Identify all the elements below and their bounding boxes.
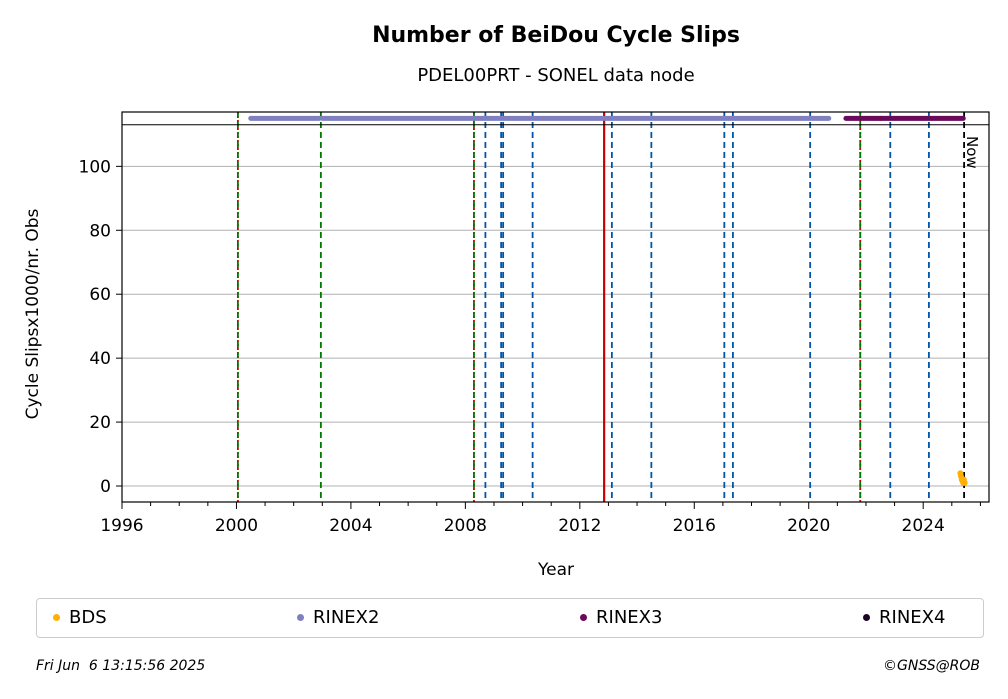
y-tick-label: 40 [89, 349, 111, 369]
chart: Number of BeiDou Cycle Slips PDEL00PRT -… [23, 23, 990, 580]
legend-label: RINEX4 [879, 607, 946, 628]
y-tick-label: 80 [89, 221, 111, 241]
now-label: Now [963, 136, 981, 169]
legend: BDS RINEX2 RINEX3 RINEX4 [36, 598, 984, 638]
y-tick-label: 60 [89, 285, 111, 305]
x-tick-label: 2012 [558, 516, 601, 536]
legend-label: RINEX3 [596, 607, 663, 628]
legend-marker-rinex4 [863, 614, 870, 621]
legend-label: BDS [69, 607, 107, 628]
legend-item-rinex2: RINEX2 [297, 607, 379, 628]
x-tick-label: 2004 [329, 516, 372, 536]
x-tick-label: 2024 [902, 516, 945, 536]
legend-label: RINEX2 [313, 607, 380, 628]
y-tick-label: 20 [89, 413, 111, 433]
chart-subtitle: PDEL00PRT - SONEL data node [417, 65, 694, 86]
y-axis: 0 20 40 60 80 100 [79, 157, 122, 497]
data-series [248, 115, 968, 486]
timestamp: Fri Jun 6 13:15:56 2025 [36, 658, 206, 674]
x-tick-label: 2020 [787, 516, 830, 536]
x-axis: 1996 2000 2004 2008 2012 2016 2020 2024 [100, 502, 981, 536]
legend-marker-rinex2 [297, 614, 304, 621]
chart-title: Number of BeiDou Cycle Slips [372, 23, 740, 48]
x-tick-label: 2016 [673, 516, 716, 536]
legend-marker-bds [53, 614, 60, 621]
x-tick-label: 1996 [100, 516, 143, 536]
gridlines [122, 165, 989, 487]
y-axis-label: Cycle Slipsx1000/nr. Obs [23, 208, 43, 419]
x-tick-label: 2000 [215, 516, 258, 536]
plot-frame [121, 111, 990, 503]
legend-item-rinex4: RINEX4 [863, 607, 945, 628]
data-point-bds [961, 479, 968, 486]
copyright: ©GNSS@ROB [883, 658, 980, 674]
x-axis-label: Year [537, 560, 574, 580]
x-tick-label: 2008 [444, 516, 487, 536]
legend-item-rinex3: RINEX3 [580, 607, 662, 628]
y-tick-label: 0 [100, 477, 111, 497]
y-tick-label: 100 [79, 157, 111, 177]
legend-marker-rinex3 [580, 614, 587, 621]
legend-item-bds: BDS [53, 607, 107, 628]
event-lines [236, 112, 966, 502]
